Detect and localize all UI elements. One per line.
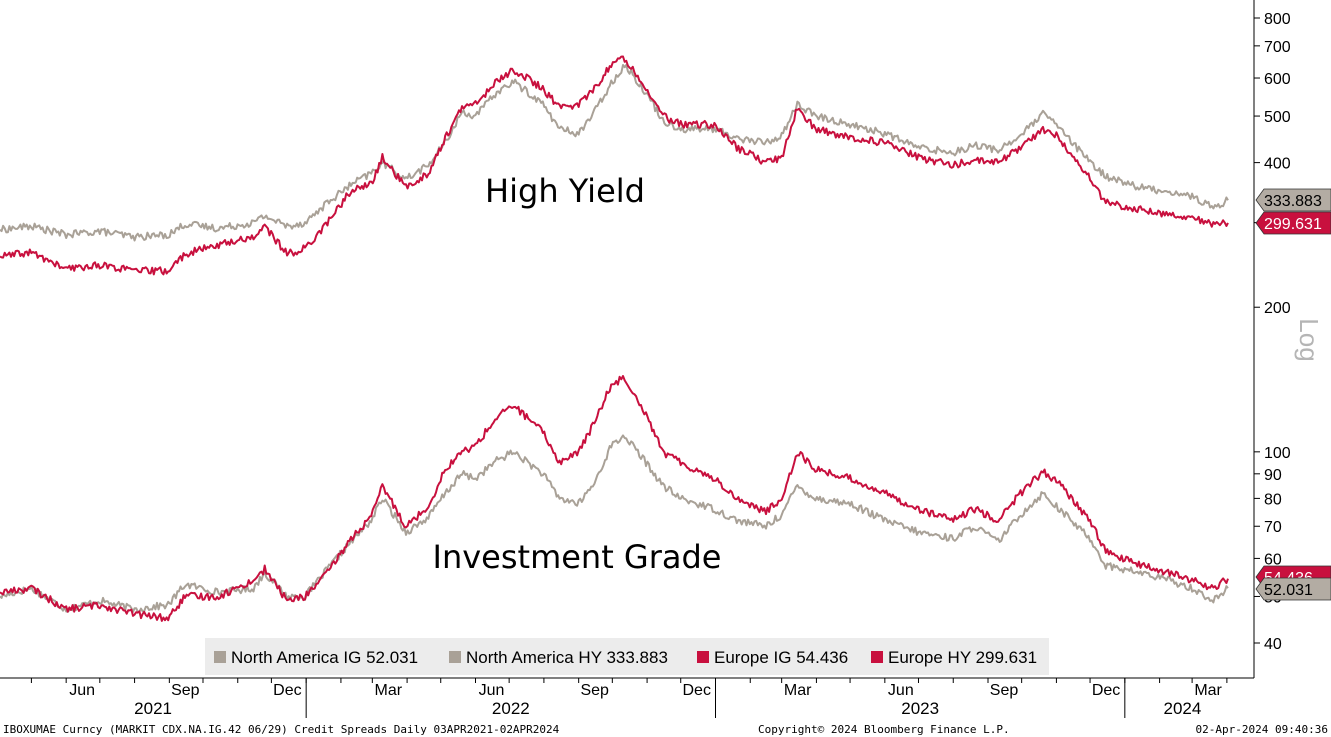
legend-entry: North America IG 52.031: [214, 648, 418, 667]
y-tick-label: 70: [1264, 519, 1282, 536]
last-value-tag: 299.631: [1255, 211, 1331, 235]
x-tick-label: Dec: [273, 682, 301, 699]
x-tick-label: Jun: [479, 682, 505, 699]
y-tick-label: 60: [1264, 551, 1282, 568]
legend-label: North America IG 52.031: [231, 648, 418, 667]
x-tick-label: Mar: [1194, 682, 1222, 699]
y-tick-label: 90: [1264, 467, 1282, 484]
x-year-label: 2023: [901, 699, 939, 718]
last-value-tag-label: 333.883: [1264, 193, 1322, 210]
legend-background: [205, 638, 1049, 675]
legend-entry: Europe HY 299.631: [871, 648, 1037, 667]
annotation-high-yield: High Yield: [485, 172, 645, 210]
legend: North America IG 52.031 North America HY …: [205, 638, 1049, 675]
x-tick-label: Mar: [784, 682, 812, 699]
y-tick-label: 400: [1264, 156, 1291, 173]
legend-swatch: [871, 651, 883, 663]
y-tick-label: 100: [1264, 445, 1291, 462]
last-value-tag: 333.883: [1255, 188, 1331, 212]
last-value-tag-shape: [1255, 211, 1331, 235]
x-axis-ticks: Jun Sep Dec Mar Jun Sep Dec Mar Jun Sep Dec Mar 2021…: [30, 678, 1228, 718]
x-tick-label: Jun: [69, 682, 95, 699]
series-line-north-america-ig: [0, 434, 1229, 613]
footer-copyright: Copyright© 2024 Bloomberg Finance L.P.: [758, 723, 1010, 736]
x-tick-label: Dec: [1092, 682, 1120, 699]
last-value-tag-label: 52.031: [1264, 582, 1313, 599]
last-value-tag-shape: [1255, 577, 1331, 601]
legend-entry: Europe IG 54.436: [697, 648, 848, 667]
y-axis-scale-note: Log: [1294, 318, 1324, 361]
series-layer: [0, 55, 1229, 622]
y-tick-label: 80: [1264, 491, 1282, 508]
y-tick-label: 500: [1264, 109, 1291, 126]
series-line-europe-hy: [0, 55, 1229, 276]
legend-swatch: [449, 651, 461, 663]
x-tick-label: Jun: [888, 682, 914, 699]
legend-label: North America HY 333.883: [466, 648, 668, 667]
x-tick-label: Sep: [171, 682, 200, 699]
y-tick-label: 600: [1264, 71, 1291, 88]
y-axis-ticks: 405060708090100200400500600700800: [1254, 11, 1291, 653]
x-tick-label: Sep: [580, 682, 609, 699]
x-year-label: 2022: [492, 699, 530, 718]
legend-label: Europe IG 54.436: [714, 648, 848, 667]
legend-swatch: [214, 651, 226, 663]
series-line-north-america-hy: [0, 63, 1229, 242]
y-tick-label: 700: [1264, 39, 1291, 56]
x-tick-label: Mar: [375, 682, 403, 699]
series-line-europe-ig: [0, 375, 1229, 622]
last-value-tag: 52.031: [1255, 577, 1331, 601]
legend-swatch: [697, 651, 709, 663]
annotation-investment-grade: Investment Grade: [433, 538, 722, 576]
y-tick-label: 40: [1264, 636, 1282, 653]
footer-source: IBOXUMAE Curncy (MARKIT CDX.NA.IG.42 06/…: [3, 723, 560, 736]
last-value-tag-label: 299.631: [1264, 216, 1322, 233]
legend-entry: North America HY 333.883: [449, 648, 668, 667]
x-year-label: 2021: [134, 699, 172, 718]
y-tick-label: 800: [1264, 11, 1291, 28]
x-tick-label: Dec: [683, 682, 711, 699]
x-tick-label: Sep: [990, 682, 1019, 699]
x-year-label: 2024: [1163, 699, 1201, 718]
legend-label: Europe HY 299.631: [888, 648, 1037, 667]
y-tick-label: 200: [1264, 300, 1291, 317]
footer-timestamp: 02-Apr-2024 09:40:36: [1196, 723, 1328, 736]
last-value-tag-shape: [1255, 188, 1331, 212]
